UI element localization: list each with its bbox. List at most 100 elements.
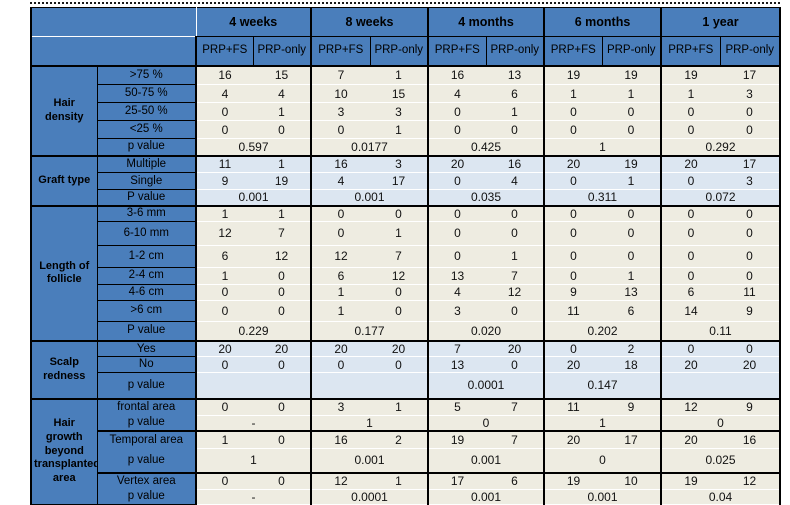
value-cell: 0 bbox=[720, 245, 780, 268]
p-value-cell: 0.0001 bbox=[310, 489, 428, 505]
row-label: 25-50 % bbox=[96, 102, 197, 121]
value-cell: 1 bbox=[370, 472, 428, 490]
period-header: 6 months bbox=[543, 7, 661, 37]
row-label: Temporal area bbox=[96, 430, 197, 448]
value-cell: 0 bbox=[543, 340, 602, 357]
table-row: p value 0.0001 0.147 bbox=[31, 372, 780, 399]
value-cell: 6 bbox=[486, 472, 544, 490]
value-cell: 19 bbox=[543, 64, 602, 85]
table-row: p value -0.0001 0.001 0.001 0.04 bbox=[31, 489, 780, 505]
row-label: No bbox=[96, 356, 197, 373]
row-label: Multiple bbox=[96, 154, 197, 173]
value-cell: 0 bbox=[195, 120, 253, 139]
section-label: Hair density bbox=[30, 64, 98, 156]
value-cell: 6 bbox=[486, 84, 544, 103]
value-cell: 0 bbox=[370, 204, 428, 222]
value-cell: 6 bbox=[310, 267, 370, 285]
cohort-subheader: PRP-only bbox=[369, 36, 429, 66]
value-cell: 0 bbox=[427, 172, 486, 190]
table-row: 50-75 % 4 4 10 15 4 6 1 1 1 3 bbox=[31, 84, 780, 103]
p-value-cell: 0.311 bbox=[543, 189, 661, 206]
value-cell: 20 bbox=[660, 154, 720, 173]
row-label: 1-2 cm bbox=[96, 244, 197, 268]
value-cell: 4 bbox=[195, 84, 253, 103]
value-cell: 0 bbox=[370, 356, 428, 373]
row-label: Yes bbox=[96, 340, 197, 357]
cohort-subheader: PRP-only bbox=[601, 36, 662, 66]
value-cell: 20 bbox=[660, 356, 720, 373]
value-cell: 0 bbox=[486, 120, 544, 139]
row-label: p value bbox=[96, 448, 197, 474]
value-cell: 6 bbox=[602, 300, 661, 322]
value-cell: 0 bbox=[370, 284, 428, 301]
p-value-cell: 0 bbox=[660, 415, 780, 432]
table-row: Temporal area 1 0 16 2 19 7 20 17 20 16 bbox=[31, 430, 780, 449]
value-cell: 19 bbox=[660, 472, 720, 490]
p-value-cell: 1 bbox=[543, 415, 661, 432]
value-cell: 9 bbox=[543, 284, 602, 301]
value-cell: 1 bbox=[253, 102, 311, 121]
value-cell: 6 bbox=[195, 245, 253, 268]
value-cell: 7 bbox=[427, 340, 486, 357]
value-cell: 0 bbox=[486, 300, 544, 322]
value-cell: 3 bbox=[720, 172, 780, 190]
value-cell: 4 bbox=[427, 84, 486, 103]
value-cell: 0 bbox=[253, 397, 311, 416]
table-row: Scalp redness Yes 20 20 20 20 7 20 0 2 0 0 bbox=[30, 340, 780, 399]
table-row: <25 % 0 0 0 1 0 0 0 0 0 0 bbox=[31, 120, 780, 139]
table-row: No 0 0 0 0 13 0 20 18 20 20 bbox=[31, 356, 780, 373]
table-body: Hair density >75 % 16 15 7 1 16 13 19 19 19 17 50-75… bbox=[30, 64, 780, 505]
value-cell: 20 bbox=[370, 340, 428, 357]
table-row: Single 9 19 4 17 0 4 0 1 0 3 bbox=[31, 172, 780, 190]
cohort-subheader: PRP+FS bbox=[660, 36, 721, 66]
value-cell: 0 bbox=[486, 204, 544, 222]
value-cell: 1 bbox=[310, 284, 370, 301]
value-cell: 0 bbox=[602, 120, 661, 139]
value-cell: 0 bbox=[195, 472, 253, 490]
value-cell: 0 bbox=[310, 356, 370, 373]
value-cell: 12 bbox=[660, 397, 720, 416]
value-cell: 19 bbox=[543, 472, 602, 490]
value-cell: 0 bbox=[720, 102, 780, 121]
corner-cell bbox=[31, 7, 197, 37]
value-cell: 0 bbox=[543, 102, 602, 121]
value-cell: 0 bbox=[602, 204, 661, 222]
value-cell: 11 bbox=[720, 284, 780, 301]
period-header: 8 weeks bbox=[310, 7, 428, 37]
table-row: p value 1 0.001 0.001 0 0.025 bbox=[31, 448, 780, 474]
value-cell: 3 bbox=[720, 84, 780, 103]
cohort-subheader: PRP+FS bbox=[543, 36, 603, 66]
table-row: Vertex area 0 0 12 1 17 6 19 10 19 12 bbox=[31, 472, 780, 490]
value-cell: 0 bbox=[543, 172, 602, 190]
value-cell: 7 bbox=[370, 245, 428, 268]
value-cell: 0 bbox=[195, 300, 253, 322]
value-cell: 20 bbox=[253, 340, 311, 357]
value-cell: 3 bbox=[310, 102, 370, 121]
value-cell: 13 bbox=[602, 284, 661, 301]
value-cell: 1 bbox=[660, 84, 720, 103]
row-label: Single bbox=[96, 172, 197, 190]
value-cell: 19 bbox=[253, 172, 311, 190]
value-cell: 0 bbox=[660, 172, 720, 190]
value-cell: 3 bbox=[427, 300, 486, 322]
value-cell: 1 bbox=[486, 102, 544, 121]
value-cell: 9 bbox=[602, 397, 661, 416]
value-cell: 0 bbox=[720, 221, 780, 246]
value-cell: 0 bbox=[660, 245, 720, 268]
value-cell: 0 bbox=[660, 102, 720, 121]
value-cell: 18 bbox=[602, 356, 661, 373]
p-value-cell: 0.001 bbox=[427, 489, 544, 505]
value-cell: 20 bbox=[486, 340, 544, 357]
cohort-subheader: PRP-only bbox=[485, 36, 545, 66]
value-cell: 0 bbox=[543, 120, 602, 139]
value-cell: 11 bbox=[543, 300, 602, 322]
value-cell: 6 bbox=[660, 284, 720, 301]
value-cell: 12 bbox=[370, 267, 428, 285]
row-label: 2-4 cm bbox=[96, 266, 197, 285]
value-cell: 12 bbox=[195, 221, 253, 246]
value-cell: 0 bbox=[602, 102, 661, 121]
value-cell: 20 bbox=[660, 430, 720, 449]
table-row: 1-2 cm 6 12 12 7 0 1 0 0 0 0 bbox=[31, 244, 780, 268]
value-cell: 1 bbox=[370, 221, 428, 246]
p-value-cell: 0.11 bbox=[660, 321, 780, 342]
